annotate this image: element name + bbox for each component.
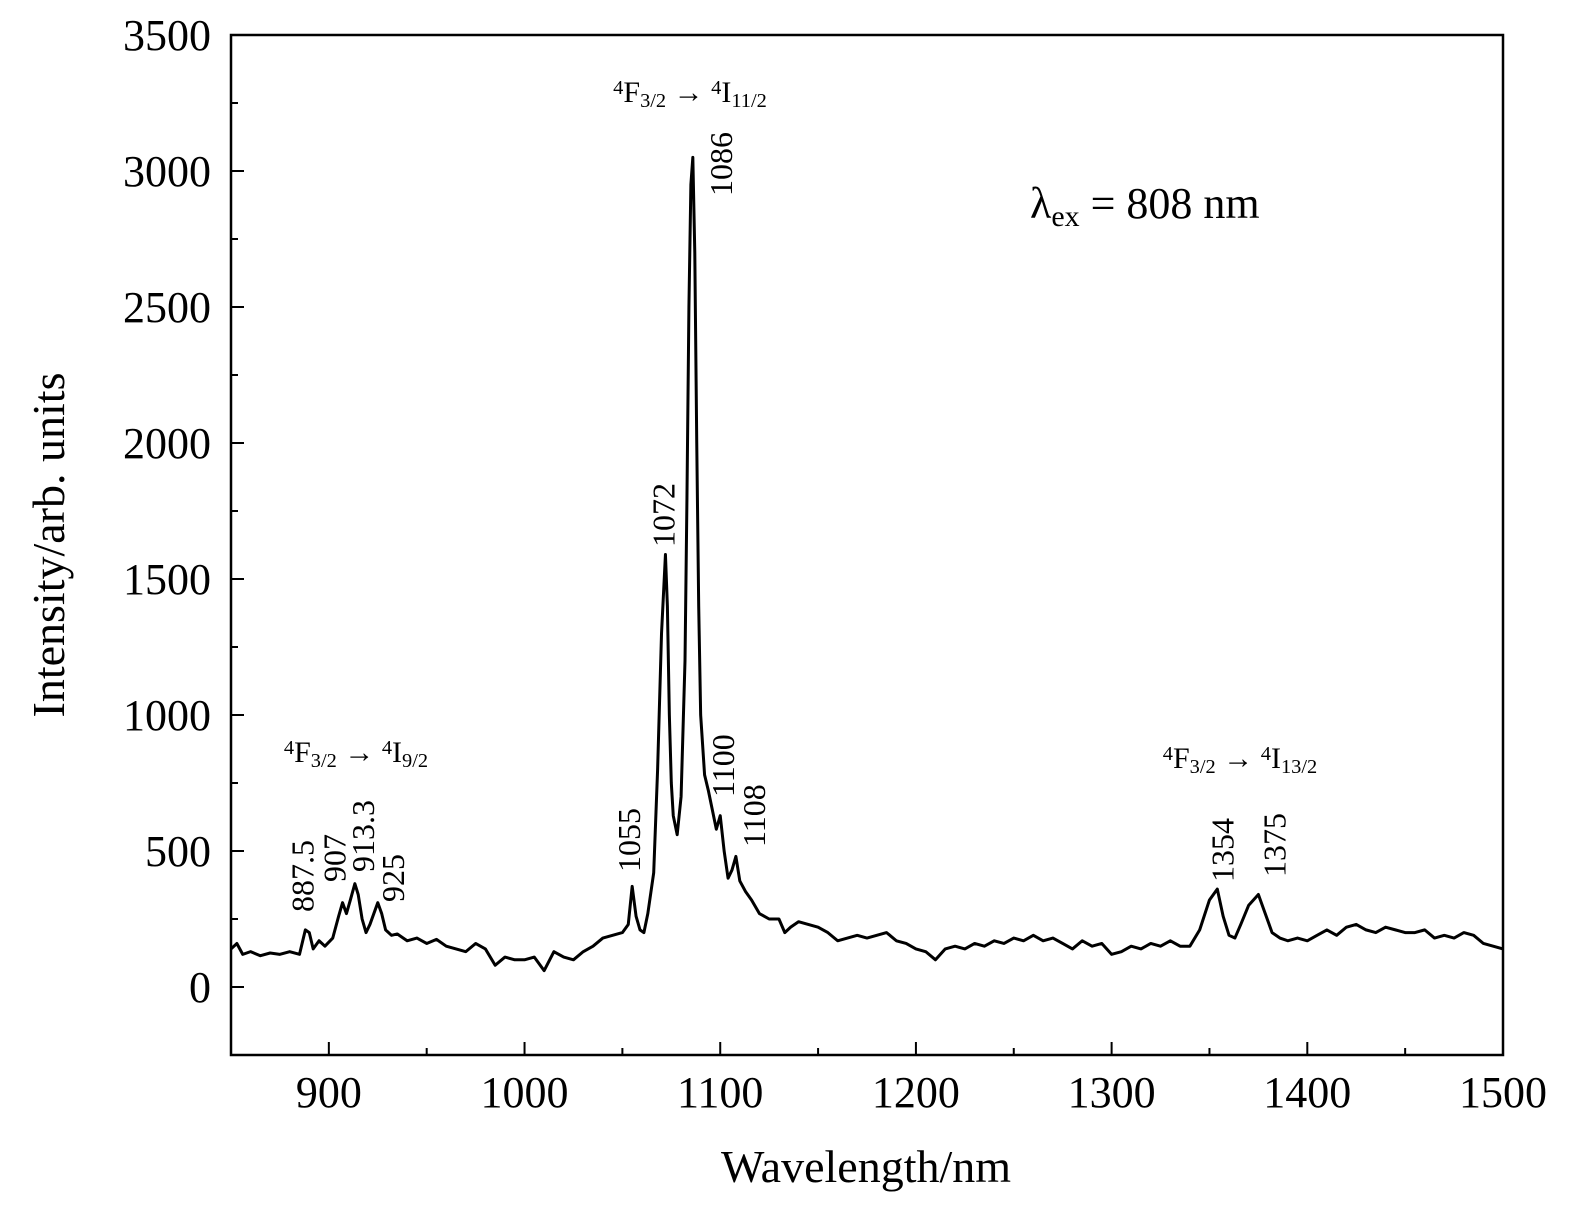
- x-tick-label: 1500: [1459, 1068, 1547, 1117]
- annotation-part: I: [721, 76, 731, 109]
- y-tick-label: 2000: [123, 419, 211, 468]
- annotation-part: I: [1271, 742, 1281, 775]
- y-tick-label: 500: [145, 827, 211, 876]
- x-tick-label: 1200: [872, 1068, 960, 1117]
- peak-label: 1100: [705, 734, 741, 797]
- annotation-part: 13/2: [1281, 756, 1317, 778]
- peak-label: 907: [317, 834, 353, 882]
- x-axis-title: Wavelength/nm: [721, 1141, 1011, 1192]
- x-tick-label: 1000: [481, 1068, 569, 1117]
- annotation-part: λ: [1030, 179, 1052, 228]
- annotation-part: ex: [1051, 200, 1079, 233]
- annotation-part: 4: [382, 737, 392, 759]
- annotation-part: 9/2: [402, 750, 428, 772]
- peak-label: 1072: [645, 483, 681, 547]
- peak-label: 1055: [611, 808, 647, 872]
- y-axis-title: Intensity/arb. units: [23, 373, 74, 718]
- x-tick-label: 900: [296, 1068, 362, 1117]
- annotation-part: = 808 nm: [1080, 179, 1260, 228]
- annotation-part: →: [337, 736, 382, 769]
- annotation-part: I: [392, 736, 402, 769]
- annotation-part: 4: [1261, 743, 1271, 765]
- peak-label: 1375: [1256, 813, 1292, 877]
- annotation-part: 3/2: [311, 750, 337, 772]
- annotation-part: 4: [613, 77, 623, 99]
- spectrum-line: [229, 155, 1504, 973]
- peak-label: 925: [375, 854, 411, 902]
- plot-frame: [229, 33, 1505, 1057]
- annotation: 4F3/2 → 4I11/2: [613, 76, 767, 112]
- annotation-part: →: [666, 76, 711, 109]
- annotation: 4F3/2 → 4I13/2: [1163, 742, 1317, 778]
- y-tick-label: 0: [189, 963, 211, 1012]
- y-tick-label: 3500: [123, 11, 211, 60]
- y-tick-label: 2500: [123, 283, 211, 332]
- annotation-part: F: [623, 76, 640, 109]
- annotation: λex = 808 nm: [1030, 179, 1260, 233]
- x-tick-label: 1100: [677, 1068, 763, 1117]
- y-tick-label: 1500: [123, 555, 211, 604]
- peak-label: 1086: [703, 132, 739, 196]
- x-tick-label: 1400: [1263, 1068, 1351, 1117]
- annotation-part: 4: [1163, 743, 1173, 765]
- annotation-part: F: [1173, 742, 1190, 775]
- y-tick-label: 3000: [123, 147, 211, 196]
- annotation-part: F: [294, 736, 311, 769]
- y-tick-label: 1000: [123, 691, 211, 740]
- annotation-part: →: [1216, 742, 1261, 775]
- annotation-part: 3/2: [640, 90, 666, 112]
- annotation-part: 4: [284, 737, 294, 759]
- x-tick-label: 1300: [1068, 1068, 1156, 1117]
- peak-label: 1108: [736, 784, 772, 847]
- peak-label: 887.5: [284, 840, 320, 912]
- annotation-part: 4: [711, 77, 721, 99]
- annotation-part: 11/2: [731, 90, 767, 112]
- annotation-part: 3/2: [1190, 756, 1216, 778]
- peak-label: 1354: [1204, 818, 1240, 882]
- peak-label: 913.3: [345, 800, 381, 872]
- annotation: 4F3/2 → 4I9/2: [284, 736, 428, 772]
